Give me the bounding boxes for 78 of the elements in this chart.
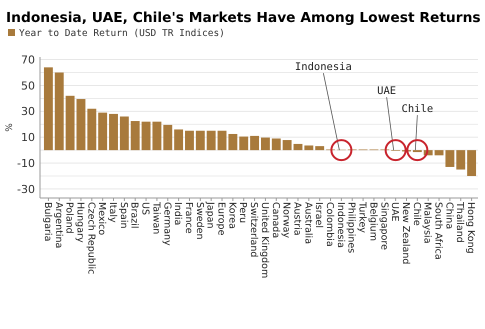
x-tick-label: France: [182, 202, 194, 234]
x-tick-label: Bulgaria: [42, 202, 53, 242]
bar: [467, 150, 476, 176]
x-tick-label: Switzerland: [248, 202, 260, 258]
bar: [76, 99, 86, 150]
x-tick-label: Taiwan: [150, 201, 162, 234]
y-tick-label: -30: [17, 182, 35, 196]
x-tick-label: Malaysia: [422, 202, 433, 244]
bar: [130, 121, 140, 150]
bar: [109, 114, 118, 150]
legend-label: Year to Date Return (USD TR Indices): [19, 28, 225, 39]
bar: [272, 138, 281, 150]
bar: [120, 116, 129, 150]
x-tick-label: Brazil: [128, 202, 140, 229]
bar: [44, 67, 53, 150]
bar: [228, 134, 238, 150]
x-tick-label: China: [443, 202, 454, 230]
x-tick-label: Japan: [204, 201, 216, 228]
x-tick-label: Argentina: [52, 202, 64, 248]
x-tick-label: US: [140, 202, 151, 215]
x-tick-label: Korea: [226, 202, 238, 229]
circled-callout: Chile: [402, 103, 434, 162]
bar: [294, 144, 302, 150]
x-tick-label: Austria: [291, 202, 302, 236]
y-tick-label: 30: [21, 105, 35, 118]
x-tick-label: Sweden: [194, 202, 205, 240]
x-tick-label: South Africa: [432, 202, 444, 260]
x-tick-label: UAE: [389, 202, 400, 222]
x-tick-label: Poland: [64, 202, 75, 234]
annotation: Chile: [402, 103, 434, 116]
x-tick-label: Hungary: [74, 202, 86, 243]
circled-callout: Indonesia: [294, 61, 352, 162]
y-axis-title: %: [5, 122, 15, 132]
x-tick-label: Australia: [302, 202, 314, 244]
x-tick-label: Spain: [118, 202, 129, 229]
x-tick-label: Peru: [237, 202, 248, 224]
bar: [163, 124, 172, 150]
x-tick-label: Chile: [410, 202, 422, 226]
x-tick-label: Italy: [107, 202, 118, 223]
y-tick-label: 50: [21, 79, 35, 92]
x-tick-label: Belgium: [367, 202, 378, 241]
bar: [218, 130, 226, 150]
bar: [434, 150, 444, 156]
x-tick-label: Singapore: [378, 202, 390, 250]
x-tick-label: Turkey: [356, 201, 368, 234]
x-tick-label: Europe: [216, 202, 227, 236]
bar: [142, 122, 151, 150]
x-tick-label: Israel: [313, 202, 324, 228]
bar: [250, 136, 260, 150]
x-tick-label: Mexico: [96, 202, 108, 236]
x-tick-label: Colombia: [324, 202, 336, 247]
x-tick-label: Hong Kong: [465, 202, 476, 254]
bar: [152, 122, 162, 150]
x-tick-label: India: [172, 202, 184, 226]
bar: [54, 72, 64, 150]
y-tick-label: 10: [21, 131, 35, 144]
chart-title: Indonesia, UAE, Chile's Markets Have Among Lowest Returns: [6, 10, 481, 26]
bar: [456, 150, 466, 170]
x-tick-label: Czech Republic: [85, 202, 96, 274]
y-tick-label: -10: [17, 156, 35, 170]
y-tick-label: 70: [21, 53, 35, 66]
annotation: UAE: [377, 85, 396, 98]
bar: [185, 130, 194, 150]
bar: [260, 138, 270, 150]
x-tick-label: Germany: [161, 202, 172, 246]
x-tick-label: United Kingdom: [258, 202, 270, 278]
bar: [174, 129, 184, 150]
x-tick-label: Philippines: [346, 202, 357, 254]
x-tick-label: New Zealand: [400, 202, 411, 264]
x-tick-label: Norway: [280, 202, 292, 238]
bar: [239, 136, 248, 150]
x-tick-label: Canada: [270, 202, 281, 238]
bar: [282, 140, 292, 150]
x-tick-label: Indonesia: [334, 202, 346, 248]
bar: [445, 150, 454, 167]
annotation: Indonesia: [294, 61, 352, 74]
x-tick-label: Thailand: [454, 201, 466, 243]
bar: [66, 96, 75, 150]
